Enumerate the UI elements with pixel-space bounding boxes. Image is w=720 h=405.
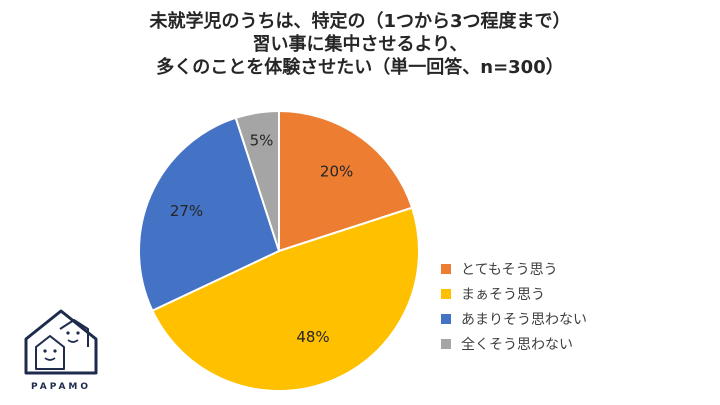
- chart-title-line-2: 習い事に集中させるより、: [252, 34, 468, 55]
- legend-item-somewhat-disagree: あまりそう思わない: [441, 306, 587, 331]
- pie-slice-somewhat-agree: [150, 206, 420, 392]
- logo-text: PAPAMO: [30, 382, 92, 392]
- pie-slice-strongly-disagree: [234, 109, 280, 252]
- legend-swatch-strongly-agree: [441, 263, 451, 274]
- house-faces-icon: [24, 309, 98, 375]
- slice-label-strongly-disagree: 5%: [250, 131, 274, 149]
- legend-label-strongly-disagree: 全くそう思わない: [461, 336, 573, 353]
- slice-label-somewhat-disagree: 27%: [170, 202, 203, 220]
- legend-item-strongly-disagree: 全くそう思わない: [441, 331, 587, 356]
- chart-title: 未就学児のうちは、特定の（1つから3つ程度まで） 習い事に集中させるより、 多く…: [0, 10, 720, 79]
- legend-item-strongly-agree: とてもそう思う: [441, 256, 587, 281]
- chart-title-line-3: 多くのことを体験させたい（単一回答、n=300）: [156, 57, 564, 78]
- legend-swatch-strongly-disagree: [441, 338, 451, 349]
- pie-slice-strongly-agree: [278, 109, 414, 253]
- legend-swatch-somewhat-agree: [441, 288, 451, 299]
- legend-item-somewhat-agree: まぁそう思う: [441, 281, 587, 306]
- papamo-logo: PAPAMO: [20, 303, 110, 398]
- pie-slice-somewhat-disagree: [138, 116, 281, 312]
- legend-label-strongly-agree: とてもそう思う: [461, 261, 558, 278]
- legend-swatch-somewhat-disagree: [441, 313, 451, 324]
- slice-label-strongly-agree: 20%: [320, 163, 353, 181]
- legend-label-somewhat-disagree: あまりそう思わない: [461, 311, 587, 328]
- slice-label-somewhat-agree: 48%: [296, 328, 329, 346]
- chart-legend: とてもそう思う まぁそう思う あまりそう思わない 全くそう思わない: [441, 256, 587, 356]
- chart-title-line-1: 未就学児のうちは、特定の（1つから3つ程度まで）: [149, 11, 571, 32]
- legend-label-somewhat-agree: まぁそう思う: [461, 286, 545, 303]
